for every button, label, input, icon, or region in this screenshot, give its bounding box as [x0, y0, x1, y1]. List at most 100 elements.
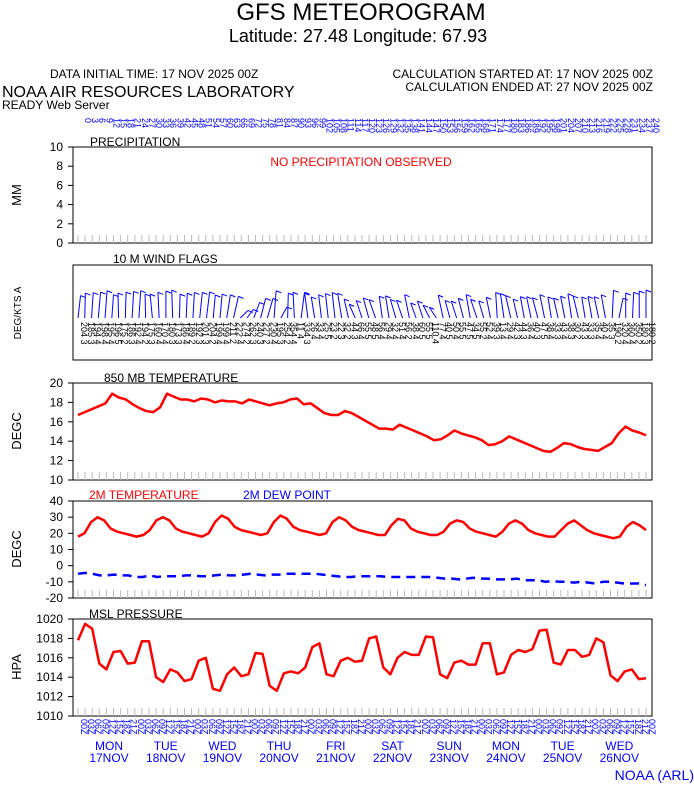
- wind-direction-label: 55 5: [363, 322, 373, 340]
- wind-direction-label: 13 4: [498, 322, 508, 340]
- wind-barb: [246, 309, 254, 319]
- wind-barb-flag: [458, 297, 464, 301]
- x-hour-label: 00Z: [477, 719, 487, 735]
- x-hour-label: 03Z: [86, 719, 96, 735]
- top-hour-label: 93: [303, 118, 313, 128]
- wind-barb-flag: [560, 295, 566, 299]
- top-hour-label: 192: [537, 118, 547, 133]
- t2m-panel: 2M TEMPERATURE 2M DEW POINT DEGC -20 -10 0…: [9, 488, 653, 605]
- server-name: READY Web Server: [2, 98, 110, 112]
- wind-direction-label: 160 4: [153, 322, 163, 345]
- wind-barb: [273, 290, 277, 319]
- wind-barb-flag: [526, 296, 532, 300]
- wind-direction-label: 40 5: [444, 322, 454, 340]
- x-hour-label: 15Z: [228, 719, 238, 735]
- y-tick-label: 20: [50, 526, 64, 540]
- x-hour-label: 21Z: [129, 719, 139, 735]
- wind-barb-flag: [593, 296, 600, 300]
- x-hour-label: 15Z: [285, 719, 295, 735]
- wind-barb: [84, 293, 86, 319]
- top-hour-label: 75: [261, 118, 271, 128]
- wind-direction-label: 211 2: [228, 322, 238, 344]
- top-hour-label: 231: [630, 118, 640, 133]
- wind-barb: [239, 310, 249, 319]
- y-tick-label: 4: [56, 198, 63, 212]
- wind-direction-label: 170 4: [160, 322, 170, 345]
- wind-barb-flag: [404, 294, 410, 298]
- wind-barb: [199, 292, 203, 319]
- wind-barb-flag: [601, 294, 607, 298]
- x-hour-label: 00Z: [590, 719, 600, 735]
- wind-direction-label: 360 4: [627, 322, 637, 345]
- x-hour-label: 06Z: [434, 719, 444, 735]
- day-label-dow: WED: [208, 739, 236, 753]
- x-hour-label: 21Z: [186, 719, 196, 735]
- day-label-date: 26NOV: [600, 751, 639, 765]
- day-label-dow: TUE: [551, 739, 575, 753]
- x-hour-label: 12Z: [221, 719, 231, 735]
- wind-barb-flag: [202, 291, 208, 295]
- top-hour-label: 132: [395, 118, 405, 133]
- x-hour-label: 15Z: [455, 719, 465, 735]
- x-hour-label: 12Z: [278, 719, 288, 735]
- wind-barb-flag: [100, 291, 106, 295]
- x-hour-label: 03Z: [200, 719, 210, 735]
- t2m-legend-dewpoint: 2M DEW POINT: [243, 488, 332, 502]
- x-hour-label: 06Z: [320, 719, 330, 735]
- wind-barb-flag: [465, 294, 472, 298]
- wind-direction-label: 230 4: [268, 322, 278, 345]
- wind-barb-flag: [390, 298, 396, 302]
- x-hour-label: 00Z: [306, 719, 316, 735]
- x-hour-label: 12Z: [335, 719, 345, 735]
- t2m-ylabel: DEGC: [9, 530, 24, 568]
- wind-barb: [618, 298, 624, 319]
- day-label-dow: SAT: [381, 739, 404, 753]
- x-hour-label: 18Z: [122, 719, 132, 735]
- wind-barb: [178, 294, 181, 319]
- y-tick-label: 0: [56, 236, 63, 250]
- t2m-legend-temperature: 2M TEMPERATURE: [89, 488, 199, 502]
- precipitation-panel: PRECIPITATION NO PRECIPITATION OBSERVED …: [9, 135, 653, 250]
- wind-barb-flag: [221, 293, 228, 297]
- wind-barb-flag: [343, 298, 350, 302]
- top-hour-label: 39: [175, 118, 185, 128]
- wind-barb: [587, 296, 593, 319]
- wind-barb-flag: [117, 292, 124, 296]
- wind-barb: [233, 296, 239, 319]
- x-hour-label: 00Z: [363, 719, 373, 735]
- wind-direction-label: 192 3: [194, 322, 204, 345]
- wind-barb: [192, 292, 195, 319]
- wind-direction-label: 201 3: [201, 322, 211, 345]
- wind-direction-label: 40 4: [600, 322, 610, 340]
- x-hour-label: 12Z: [619, 719, 629, 735]
- wind-direction-label: 29 4: [383, 322, 393, 340]
- y-tick-label: 20: [50, 376, 64, 390]
- wind-direction-label: 66 4: [356, 322, 366, 340]
- t2m-dewpoint-line: [77, 571, 647, 587]
- wind-direction-label: 180 3: [640, 322, 650, 345]
- x-hour-label: 00Z: [533, 719, 543, 735]
- precipitation-title: PRECIPITATION: [90, 135, 180, 149]
- x-hour-label: 09Z: [441, 719, 451, 735]
- precipitation-note: NO PRECIPITATION OBSERVED: [270, 155, 452, 169]
- wind-barb: [310, 296, 316, 319]
- msl-panel: MSL PRESSURE HPA 1010 1012 1014 1016 1018 102…: [9, 607, 653, 723]
- wind-direction-label: 39 3: [492, 322, 502, 340]
- top-hour-label: 9: [104, 118, 114, 123]
- wind-barb-flag: [417, 300, 423, 304]
- x-hour-label: 15Z: [626, 719, 636, 735]
- top-hour-label: 15: [119, 118, 129, 128]
- wind-barb: [378, 296, 383, 319]
- wind-barb: [428, 306, 437, 319]
- wind-barb-flag: [125, 291, 132, 295]
- top-hour-label: 108: [339, 118, 349, 133]
- wind-direction-label: 55 5: [458, 322, 468, 340]
- wind-direction-label: 175 3: [147, 322, 157, 345]
- wind-direction-label: 195 3: [275, 322, 285, 345]
- wind-direction-label: 48 5: [370, 322, 380, 340]
- top-hour-label: 207: [573, 118, 583, 133]
- wind-barb: [396, 300, 404, 319]
- top-hour-label: 78: [268, 118, 278, 128]
- wind-barb: [553, 297, 559, 319]
- wind-barb: [77, 295, 82, 319]
